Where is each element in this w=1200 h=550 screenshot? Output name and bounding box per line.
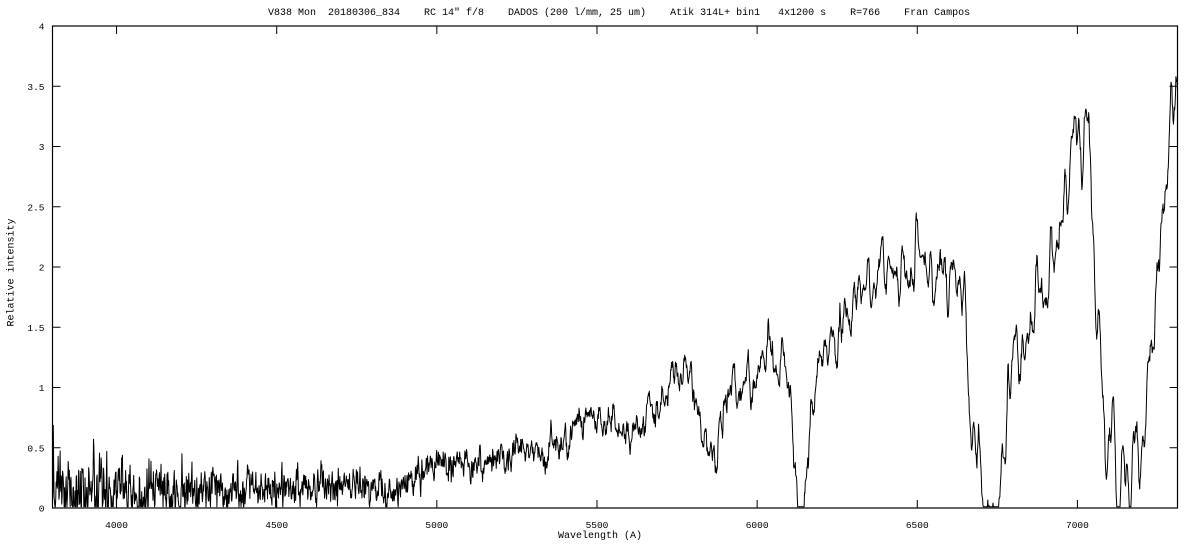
svg-text:7000: 7000 <box>1066 520 1089 531</box>
svg-text:1.5: 1.5 <box>27 323 44 334</box>
svg-text:4500: 4500 <box>265 520 288 531</box>
svg-text:6000: 6000 <box>746 520 769 531</box>
svg-text:1: 1 <box>39 383 45 394</box>
svg-text:5000: 5000 <box>425 520 448 531</box>
svg-text:2.5: 2.5 <box>27 202 44 213</box>
svg-text:0.5: 0.5 <box>27 443 44 454</box>
svg-text:5500: 5500 <box>586 520 609 531</box>
svg-text:4: 4 <box>39 22 45 33</box>
svg-text:4000: 4000 <box>105 520 128 531</box>
svg-text:3: 3 <box>39 142 45 153</box>
svg-text:3.5: 3.5 <box>27 82 44 93</box>
svg-text:2: 2 <box>39 263 45 274</box>
svg-text:6500: 6500 <box>906 520 929 531</box>
svg-text:0: 0 <box>39 504 45 515</box>
